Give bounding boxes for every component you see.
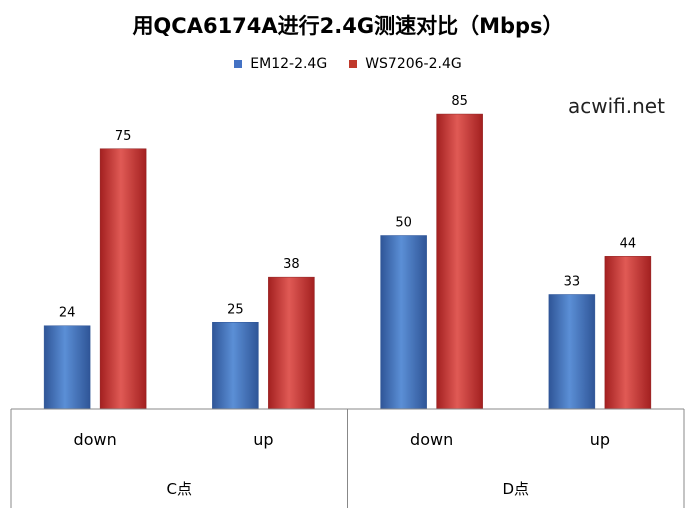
legend-swatch-series-2 [349,60,358,68]
data-label-series-1-cat-1: 24 [59,306,76,321]
bar-series-1-cat-3 [380,235,427,410]
data-label-series-2-cat-1: 75 [115,129,132,144]
category-label-1: down [74,430,117,449]
bar-series-2-cat-4 [604,256,652,410]
bar-series-1-cat-4 [548,294,596,410]
legend-swatch-series-1 [234,60,243,68]
bar-series-1-cat-1 [43,325,91,410]
data-label-series-2-cat-3: 85 [451,94,468,109]
data-label-series-2-cat-2: 38 [283,257,300,272]
bar-series-2-cat-3 [436,113,483,410]
data-label-series-1-cat-4: 33 [564,274,581,289]
group-label-2: D点 [502,480,529,498]
legend-item-series-2: WS7206-2.4G [349,56,462,72]
data-label-series-2-cat-4: 44 [620,236,637,251]
legend-label-series-2: WS7206-2.4G [365,56,462,72]
bar-series-1-cat-2 [212,322,259,410]
chart-title: 用QCA6174A进行2.4G测速对比（Mbps） [132,14,564,38]
legend: EM12-2.4G WS7206-2.4G [0,56,696,72]
bar-series-2-cat-1 [99,148,147,410]
data-label-series-1-cat-2: 25 [227,302,244,317]
category-label-3: down [410,430,453,449]
bar-series-2-cat-2 [268,276,315,410]
legend-label-series-1: EM12-2.4G [250,56,328,72]
data-label-series-1-cat-3: 50 [395,216,412,231]
category-label-2: up [253,430,273,449]
watermark: acwifi.net [568,94,665,118]
category-label-4: up [590,430,610,449]
group-label-1: C点 [167,480,192,498]
legend-item-series-1: EM12-2.4G [234,56,327,72]
